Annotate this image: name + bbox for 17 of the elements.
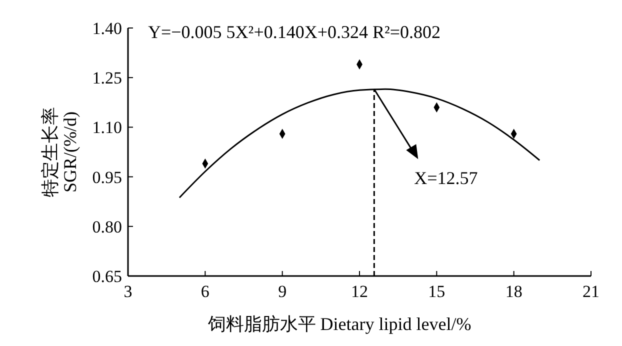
y-axis-title: 特定生长率 SGR/(%/d) [40, 107, 80, 197]
y-tick-label: 0.80 [92, 217, 122, 236]
x-tick-label: 15 [428, 282, 446, 301]
x-tick-label: 12 [351, 282, 368, 301]
x-tick-label: 6 [200, 282, 210, 301]
y-tick-label: 1.10 [92, 118, 122, 138]
y-tick-label: 1.25 [92, 68, 122, 88]
annotation: Y=−0.005 5X²+0.140X+0.324 R²=0.802 [148, 22, 441, 42]
annotation: X=12.57 [414, 168, 478, 188]
y-tick-label: 0.95 [92, 168, 122, 187]
x-tick-label: 21 [582, 282, 600, 301]
y-tick-label: 1.40 [92, 19, 122, 38]
x-tick-label: 9 [278, 282, 287, 301]
x-axis-title: 饲料脂肪水平 Dietary lipid level/% [206, 314, 472, 334]
x-tick-label: 18 [505, 282, 522, 301]
x-tick-label: 3 [124, 282, 132, 301]
y-tick-label: 0.65 [92, 267, 122, 286]
